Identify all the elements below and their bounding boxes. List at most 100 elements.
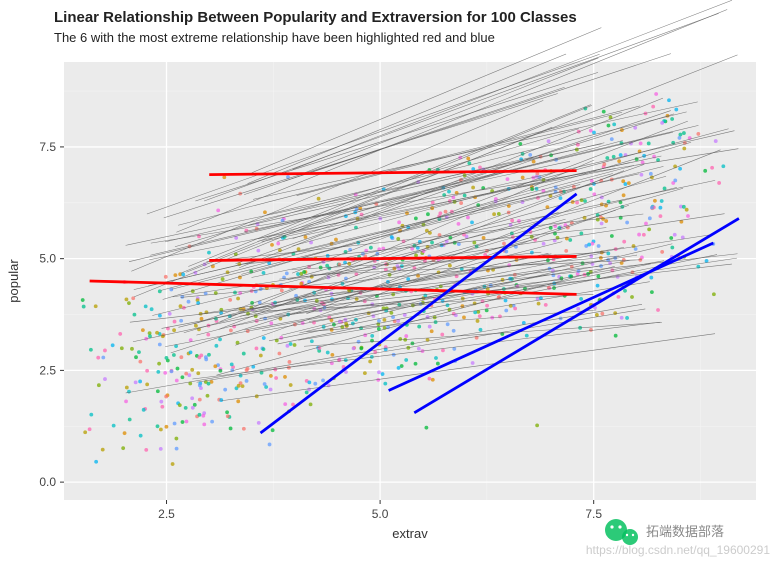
data-point [600,222,604,226]
data-point [168,312,172,316]
data-point [214,344,218,348]
data-point [198,398,202,402]
data-point [145,383,149,387]
data-point [591,242,595,246]
data-point [682,147,686,151]
data-point [414,253,418,257]
data-point [685,208,689,212]
data-point [289,383,293,387]
data-point [627,181,631,185]
data-point [101,448,105,452]
wechat-icon [632,534,634,536]
data-point [482,236,486,240]
data-point [620,316,624,320]
data-point [670,117,674,121]
data-point [175,447,179,451]
data-point [542,242,546,246]
data-point [330,353,334,357]
data-point [583,199,587,203]
y-tick-label: 0.0 [39,475,56,489]
data-point [134,380,138,384]
data-point [81,298,85,302]
data-point [525,334,529,338]
data-point [245,368,249,372]
data-point [159,400,163,404]
data-point [478,314,482,318]
data-point [189,351,193,355]
data-point [286,344,290,348]
data-point [216,208,220,212]
data-point [630,295,634,299]
data-point [184,406,188,410]
data-point [624,182,628,186]
data-point [678,136,682,140]
data-point [158,343,162,347]
data-point [376,322,380,326]
data-point [535,423,539,427]
data-point [204,358,208,362]
data-point [682,131,686,135]
x-tick-label: 7.5 [585,507,602,521]
data-point [686,214,690,218]
data-point [647,142,651,146]
data-point [462,315,466,319]
data-point [640,173,644,177]
data-point [619,153,623,157]
data-point [479,328,483,332]
data-point [278,352,282,356]
data-point [184,372,188,376]
data-point [596,284,600,288]
data-point [158,289,162,293]
data-point [225,410,229,414]
data-point [230,362,234,366]
data-point [160,405,164,409]
data-point [397,220,401,224]
data-point [198,413,202,417]
data-point [597,244,601,248]
data-point [587,243,591,247]
wechat-icon [626,534,628,536]
data-point [242,427,246,431]
data-point [649,172,653,176]
data-point [466,157,470,161]
data-point [608,261,612,265]
data-point [673,179,677,183]
data-point [285,271,289,275]
data-point [101,356,105,360]
data-point [164,395,168,399]
chart-container: 2.55.07.50.02.55.07.5extravpopularLinear… [0,0,776,561]
data-point [221,277,225,281]
data-point [173,320,177,324]
data-point [163,371,167,375]
data-point [148,334,152,338]
data-point [417,347,421,351]
data-point [678,167,682,171]
data-point [428,377,432,381]
data-point [660,199,664,203]
chart-svg: 2.55.07.50.02.55.07.5extravpopularLinear… [0,0,776,561]
data-point [262,347,266,351]
data-point [660,250,664,254]
data-point [589,328,593,332]
data-point [440,333,444,337]
data-point [381,372,385,376]
data-point [157,362,161,366]
data-point [307,380,311,384]
data-point [404,334,408,338]
data-point [321,378,325,382]
data-point [305,391,309,395]
data-point [654,92,658,96]
data-point [196,371,200,375]
data-point [463,194,467,198]
data-point [89,348,93,352]
data-point [159,428,163,432]
data-point [94,304,98,308]
data-point [180,375,184,379]
data-point [137,350,141,354]
data-point [103,377,107,381]
data-point [94,460,98,464]
data-point [414,217,418,221]
data-point [370,334,374,338]
data-point [576,307,580,311]
data-point [125,298,129,302]
